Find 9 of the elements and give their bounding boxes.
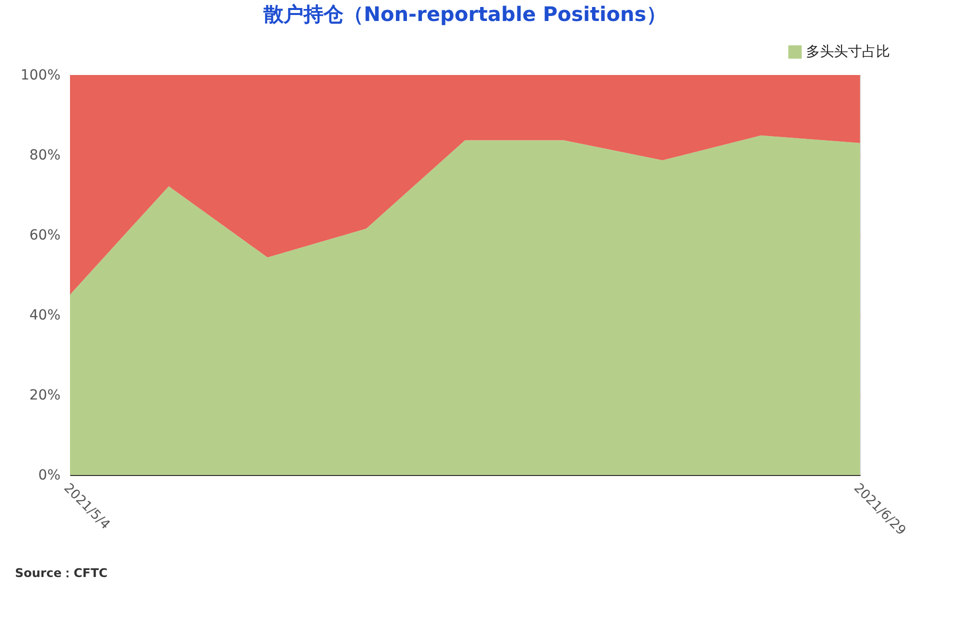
y-tick-label: 40% [29, 308, 60, 324]
y-tick-label: 0% [38, 468, 60, 484]
y-tick-label: 80% [29, 148, 60, 164]
legend-label: 多头头寸占比 [806, 44, 890, 60]
chart-title: 散户持仓（Non-reportable Positions） [262, 2, 666, 26]
y-tick-label: 60% [29, 228, 60, 244]
source-note: Source：CFTC [15, 566, 108, 580]
y-tick-label: 20% [29, 388, 60, 404]
y-tick-label: 100% [20, 68, 60, 84]
